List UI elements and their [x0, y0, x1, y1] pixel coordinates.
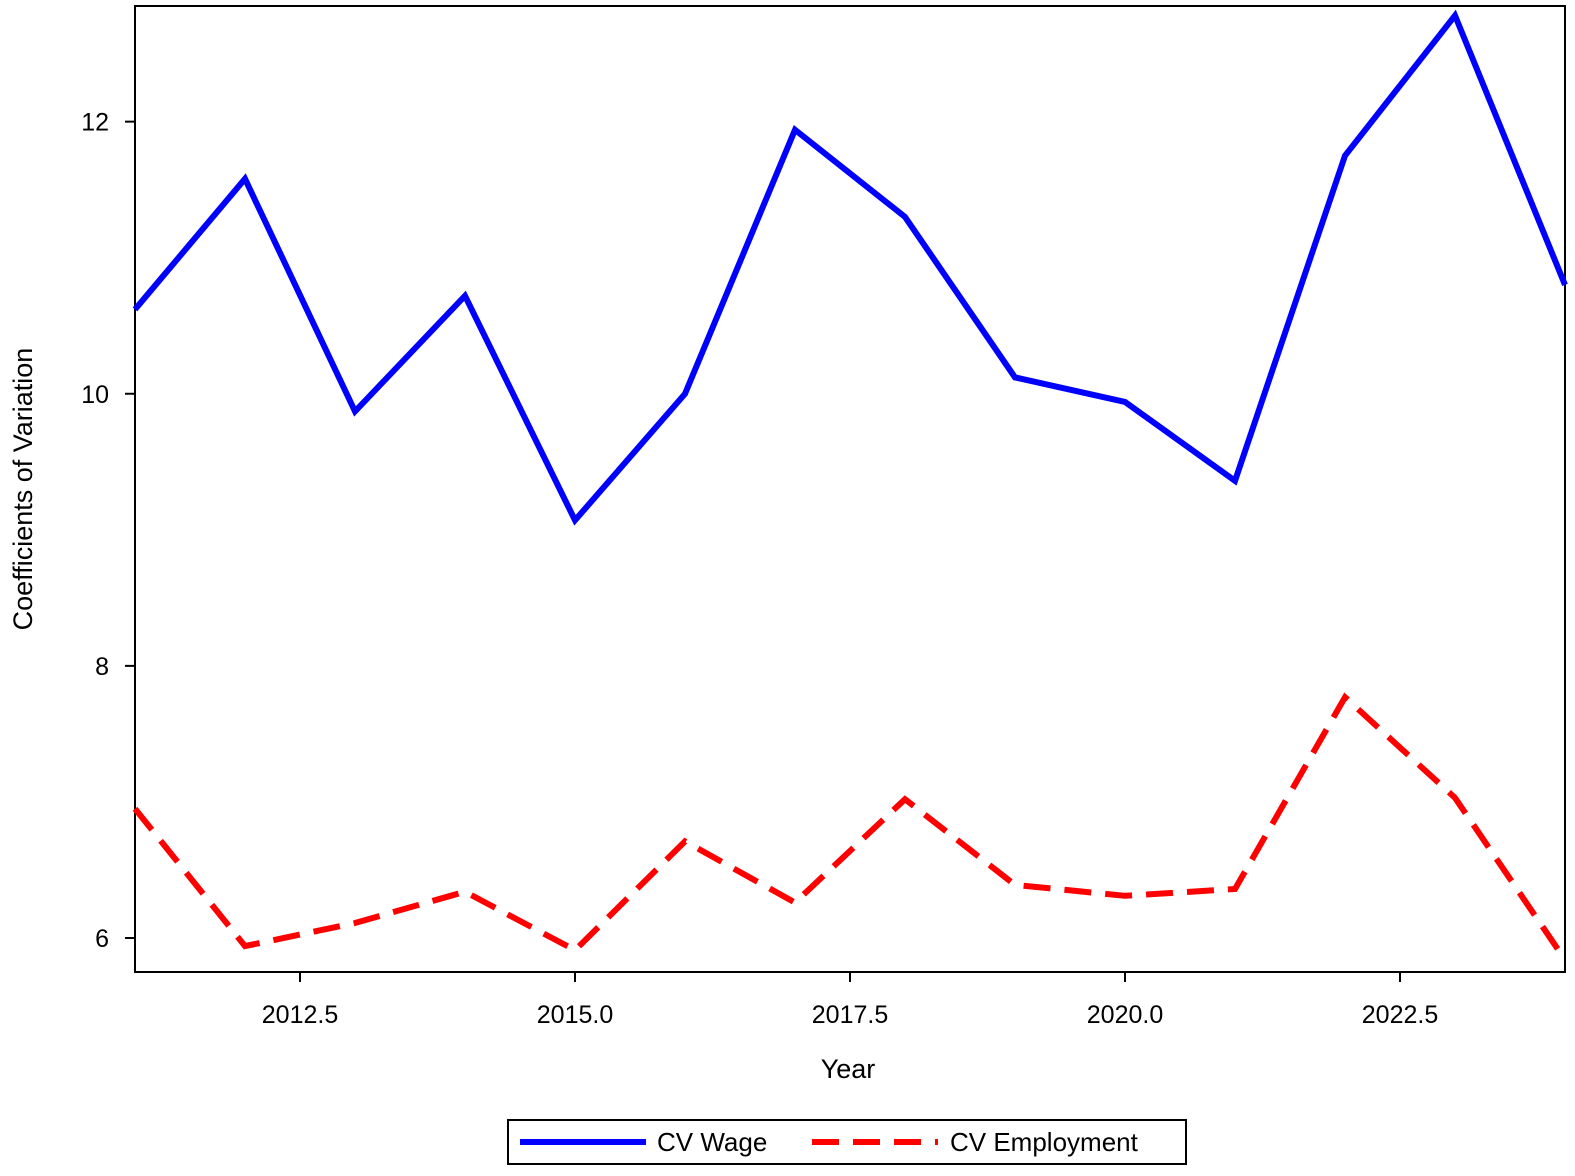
y-axis-title: Coefficients of Variation — [8, 348, 38, 631]
x-axis-ticks: 2012.5 2015.0 2017.5 2020.0 2022.5 — [262, 972, 1438, 1029]
x-tick-label: 2022.5 — [1362, 1001, 1438, 1029]
legend-label-cv-employment: CV Employment — [950, 1127, 1139, 1157]
x-tick-label: 2015.0 — [537, 1001, 613, 1029]
legend-box — [507, 1119, 1187, 1165]
x-tick-label: 2020.0 — [1087, 1001, 1163, 1029]
series-line-cv-wage — [132, 9, 1568, 526]
series-line-cv-employment — [132, 692, 1568, 962]
legend-label-cv-wage: CV Wage — [657, 1127, 767, 1157]
y-tick-label: 6 — [95, 925, 109, 953]
x-tick-label: 2017.5 — [812, 1001, 888, 1029]
series-layer — [132, 9, 1568, 962]
y-tick-label: 8 — [95, 653, 109, 681]
x-axis-title: Year — [821, 1054, 876, 1084]
x-tick-label: 2012.5 — [262, 1001, 338, 1029]
y-tick-label: 12 — [81, 109, 109, 137]
y-tick-label: 10 — [81, 381, 109, 409]
y-axis-ticks: 6 8 10 12 — [81, 109, 135, 953]
legend: CV Wage CV Employment — [507, 1119, 1187, 1165]
